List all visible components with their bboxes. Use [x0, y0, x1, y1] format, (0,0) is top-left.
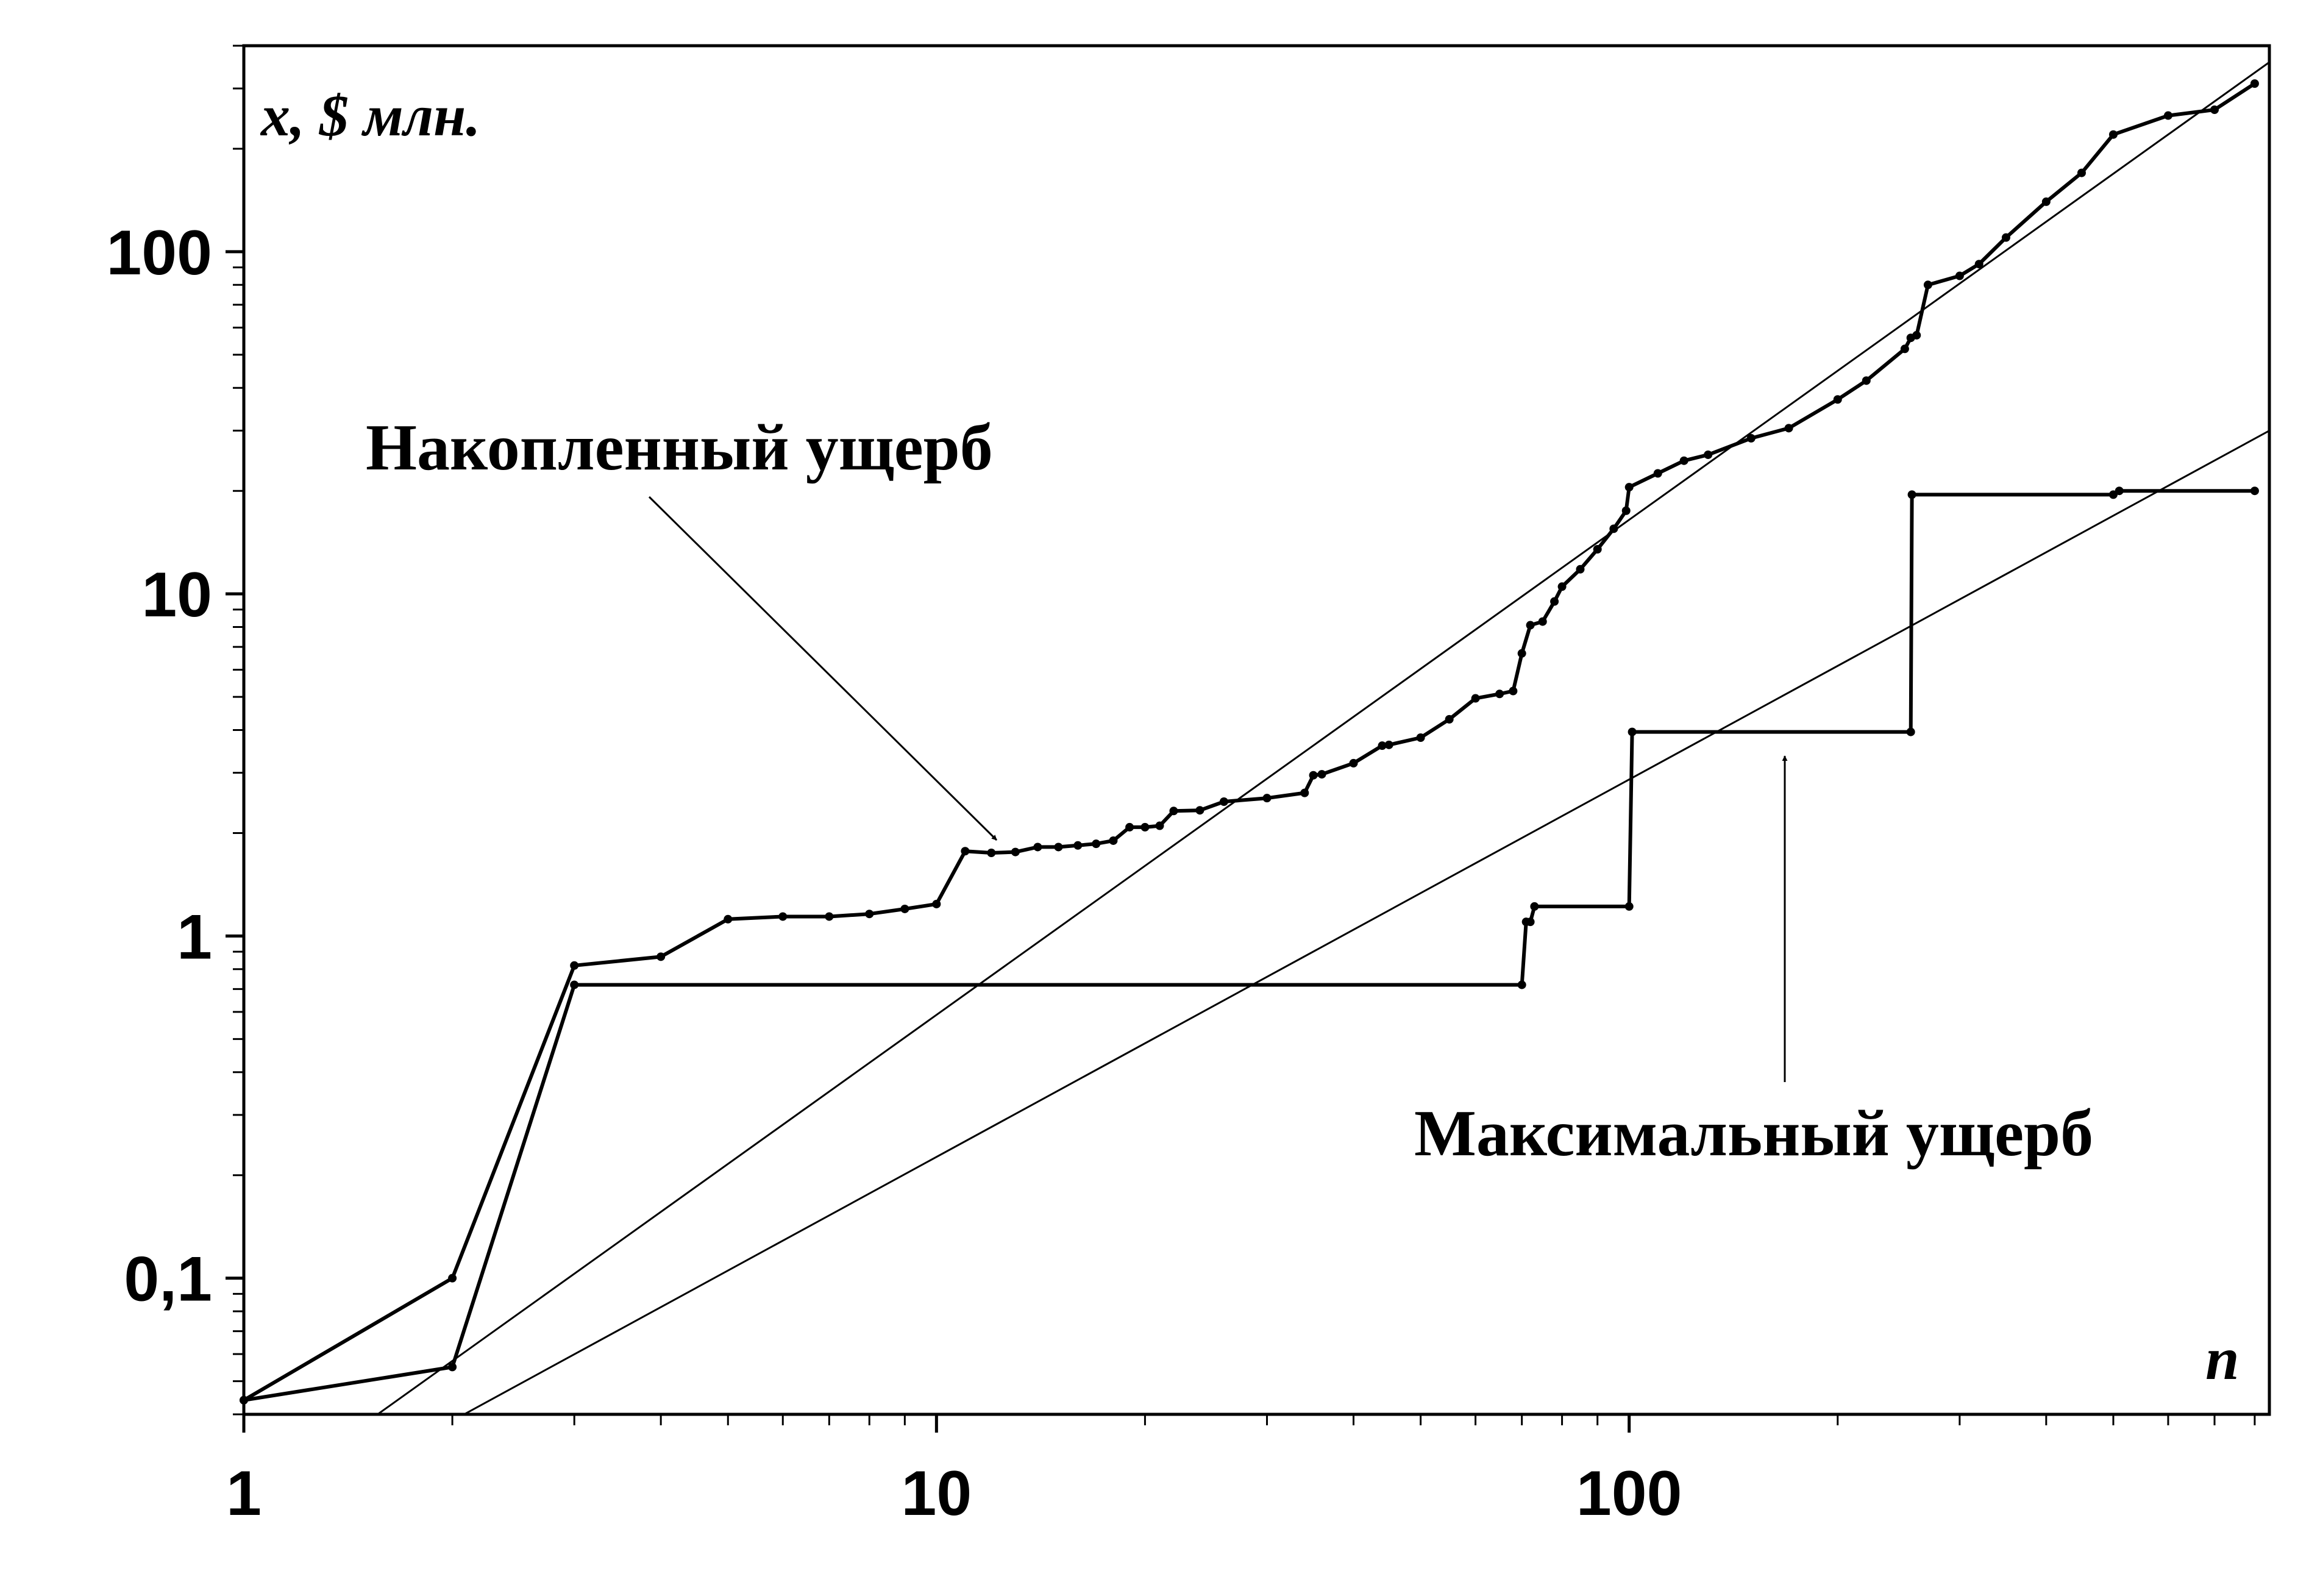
series-point-0	[570, 961, 579, 970]
series-point-0	[1054, 843, 1063, 852]
series-point-0	[1557, 582, 1567, 591]
series-point-0	[2077, 168, 2086, 177]
series-point-1	[570, 980, 579, 989]
annotation-cumulative-arrow	[648, 496, 998, 841]
series-point-0	[1526, 621, 1535, 630]
series-point-0	[1624, 483, 1634, 492]
tick-marks	[226, 45, 2256, 1433]
series-point-0	[1155, 821, 1164, 830]
series-point-0	[1538, 617, 1547, 626]
series-point-0	[1912, 330, 1921, 340]
series-point-0	[1169, 807, 1178, 816]
series-point-0	[1092, 839, 1101, 849]
data-points	[240, 79, 2259, 1405]
x-tick-label: 100	[1576, 1458, 1682, 1529]
annotation-cumulative-damage: Накопленный ущерб	[366, 411, 993, 484]
series-point-0	[1195, 806, 1204, 815]
series-point-0	[1384, 740, 1393, 749]
series-point-0	[1300, 788, 1309, 797]
fit-line-2	[377, 61, 2269, 1414]
series-point-1	[1906, 727, 1915, 736]
y-tick-label: 0,1	[124, 1244, 212, 1315]
series-point-0	[1955, 271, 1964, 280]
series-point-0	[1679, 456, 1688, 465]
y-tick-label: 100	[106, 218, 212, 288]
series-point-0	[2001, 233, 2010, 242]
series-point-0	[2163, 111, 2172, 120]
series-point-0	[1517, 649, 1526, 658]
series-point-0	[1923, 280, 1932, 290]
series-point-0	[1550, 597, 1559, 606]
series-point-0	[1784, 424, 1793, 433]
series-point-0	[825, 912, 834, 921]
tick-labels: 1 10 100 0,1 1 10 100	[106, 218, 1682, 1529]
x-tick-label: 10	[902, 1458, 972, 1529]
series-point-0	[932, 899, 941, 908]
series-point-0	[1509, 686, 1518, 696]
fit-lines	[377, 61, 2269, 1414]
series-point-0	[1862, 376, 1871, 385]
x-tick-label: 1	[226, 1458, 261, 1529]
y-tick-label: 1	[177, 902, 212, 972]
series-point-0	[961, 847, 970, 856]
series-point-1	[2250, 486, 2259, 496]
series-point-0	[2108, 130, 2118, 139]
series-point-0	[1900, 344, 1909, 354]
series-point-0	[1125, 822, 1134, 832]
plot-frame	[242, 44, 2271, 1416]
y-axis-title: x, $ млн.	[260, 83, 480, 148]
series-point-0	[2250, 79, 2259, 88]
series-point-0	[2041, 197, 2051, 206]
series-point-0	[1073, 841, 1083, 850]
x-axis-title: n	[2205, 1325, 2240, 1392]
series-point-0	[1109, 836, 1118, 845]
series-point-0	[987, 849, 996, 858]
series-point-1	[1526, 917, 1535, 927]
series-point-1	[2115, 486, 2124, 496]
series-point-1	[1624, 902, 1634, 911]
series-point-0	[778, 912, 788, 921]
series-line-0	[243, 82, 2256, 1402]
series-point-1	[240, 1395, 248, 1405]
series-point-1	[1517, 980, 1526, 989]
annotation-max-damage: Максимальный ущерб	[1414, 1097, 2093, 1170]
series-point-0	[656, 952, 666, 961]
series-point-0	[1974, 260, 1983, 269]
series-point-0	[448, 1274, 457, 1283]
series-point-0	[1317, 770, 1326, 779]
series-point-0	[1704, 450, 1713, 459]
series-point-0	[1621, 506, 1631, 515]
series-point-0	[1495, 689, 1504, 699]
y-tick-label: 10	[141, 560, 212, 630]
series-point-0	[1593, 545, 1602, 554]
series-point-1	[448, 1363, 457, 1372]
series-point-0	[724, 914, 733, 924]
series-point-0	[1445, 714, 1454, 724]
series-point-0	[1262, 794, 1272, 803]
fit-line-3	[463, 430, 2269, 1414]
series-point-0	[865, 910, 874, 919]
series-point-0	[1416, 733, 1425, 743]
series-point-0	[1309, 771, 1318, 780]
series-point-0	[2210, 105, 2219, 115]
series-point-0	[1471, 694, 1480, 703]
series-point-0	[1653, 469, 1662, 478]
series-point-0	[1140, 822, 1150, 832]
series-point-0	[1011, 847, 1020, 857]
series-point-0	[1349, 758, 1358, 768]
series-point-1	[1628, 727, 1637, 736]
series-point-1	[1907, 490, 1916, 499]
series-point-0	[1378, 741, 1387, 750]
series-point-1	[1530, 902, 1539, 911]
data-series	[243, 82, 2256, 1402]
series-point-0	[1033, 843, 1042, 852]
series-point-0	[1609, 524, 1618, 533]
series-point-0	[1746, 433, 1756, 443]
series-point-0	[1576, 565, 1585, 574]
series-point-0	[1833, 395, 1842, 404]
series-line-1	[243, 489, 2255, 1402]
series-point-0	[900, 904, 909, 913]
series-point-0	[1219, 797, 1228, 807]
